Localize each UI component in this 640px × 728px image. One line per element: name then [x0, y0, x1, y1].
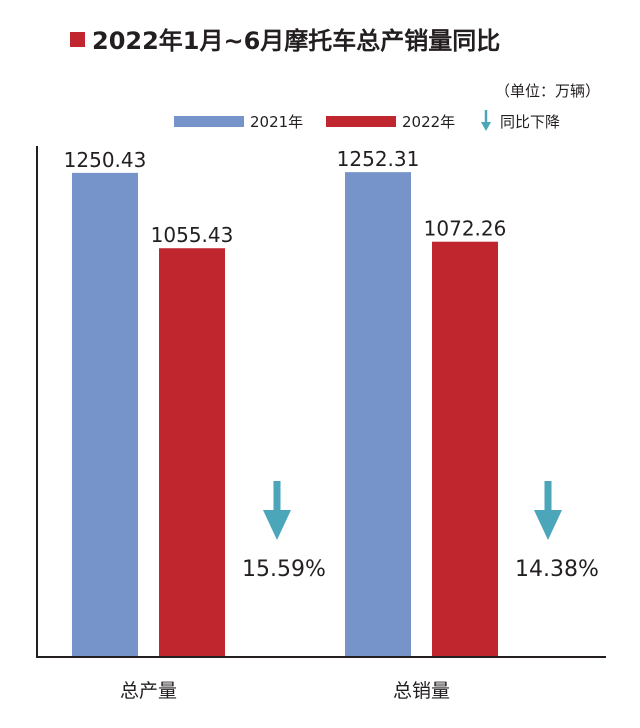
bar-0-0: [72, 172, 138, 656]
legend-decline-arrow-icon: [481, 110, 491, 131]
legend: 2021年 2022年 同比下降: [174, 110, 560, 131]
legend-label-decline: 同比下降: [500, 113, 560, 131]
value-label-1-1: 1072.26: [424, 217, 507, 241]
legend-swatch-2021: [174, 116, 244, 127]
legend-label-2021: 2021年: [250, 113, 303, 131]
decline-percent-0: 15.59%: [242, 557, 326, 582]
value-label-1-0: 1252.31: [337, 147, 420, 171]
decline-percent-1: 14.38%: [515, 557, 599, 582]
legend-swatch-2022: [326, 116, 396, 127]
chart-title: 2022年1月~6月摩托车总产销量同比: [92, 27, 500, 55]
category-label-0: 总产量: [120, 680, 177, 702]
decline-arrow-icon-0: [263, 481, 291, 540]
bar-1-0: [345, 172, 411, 656]
bar-1-1: [432, 241, 498, 657]
value-label-0-0: 1250.43: [64, 148, 147, 172]
value-label-0-1: 1055.43: [151, 223, 234, 247]
bar-0-1: [159, 248, 225, 657]
category-label-1: 总销量: [393, 680, 450, 702]
decline-arrow-icon-1: [534, 481, 562, 540]
unit-note: （单位：万辆）: [495, 82, 600, 100]
title-marker: [70, 32, 85, 47]
legend-label-2022: 2022年: [402, 113, 455, 131]
